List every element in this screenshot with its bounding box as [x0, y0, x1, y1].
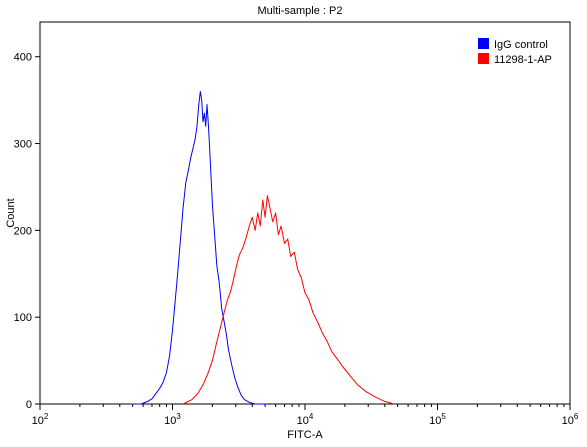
plot-frame	[39, 21, 571, 405]
x-tick-label: 103	[164, 412, 181, 427]
y-axis-label: Count	[5, 198, 17, 227]
y-tick-label: 200	[14, 225, 32, 237]
y-tick-label: 100	[14, 312, 32, 324]
legend-item-igg-control: IgG control	[478, 38, 548, 51]
legend: IgG control 11298-1-AP	[478, 38, 552, 66]
y-tick-label: 0	[26, 399, 32, 411]
legend-swatch-red	[478, 53, 489, 64]
series-line-11298-1-ap	[182, 195, 395, 405]
series-layer	[130, 91, 395, 405]
x-axis-label: FITC-A	[287, 429, 323, 441]
x-tick-label: 105	[429, 412, 446, 427]
x-tick-label: 106	[562, 412, 579, 427]
y-tick-label: 300	[14, 139, 32, 151]
series-line-igg-control	[130, 91, 268, 405]
x-tick-label: 104	[297, 412, 314, 427]
legend-label-11298-1-ap: 11298-1-AP	[494, 54, 552, 66]
y-axis: 0 100 200 300 400	[14, 52, 40, 411]
plot-area	[39, 21, 571, 405]
legend-swatch-blue	[478, 38, 489, 49]
legend-label-igg-control: IgG control	[494, 39, 548, 51]
x-tick-label: 102	[32, 412, 49, 427]
y-tick-label: 400	[14, 52, 32, 64]
legend-item-11298-1-ap: 11298-1-AP	[478, 53, 552, 66]
x-axis: 102 103 104 105 106	[32, 404, 579, 427]
chart-title: Multi-sample : P2	[258, 5, 343, 17]
